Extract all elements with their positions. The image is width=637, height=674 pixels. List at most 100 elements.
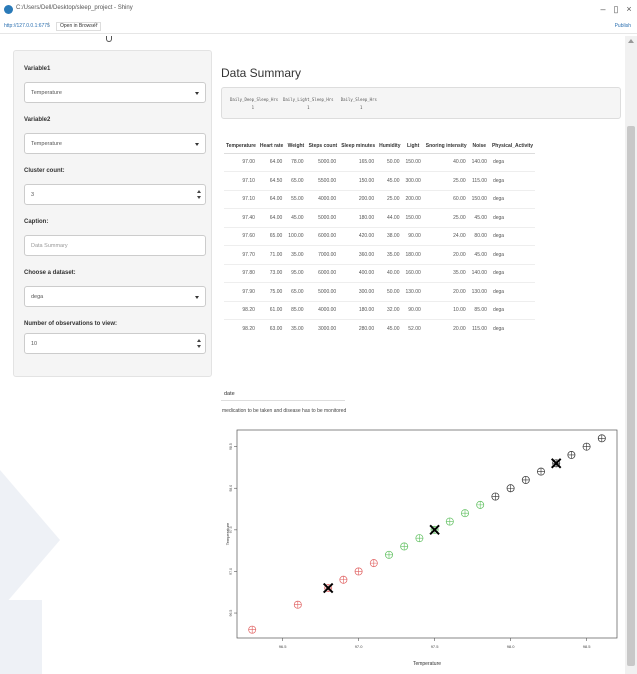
number-stepper-icon[interactable] bbox=[197, 339, 201, 349]
data-point bbox=[506, 484, 515, 493]
data-point bbox=[537, 467, 545, 476]
minimize-button[interactable]: – bbox=[600, 4, 606, 14]
table-cell: 98.20 bbox=[224, 319, 258, 338]
table-cell: 5500.00 bbox=[306, 171, 340, 190]
table-cell: 64.00 bbox=[257, 152, 286, 172]
table-cell: 38.00 bbox=[377, 226, 403, 246]
table-cell: 97.40 bbox=[224, 208, 258, 227]
column-header: Steps count bbox=[306, 139, 340, 154]
table-cell: 280.00 bbox=[339, 319, 378, 338]
refresh-icon[interactable]: ⟳ bbox=[94, 22, 99, 28]
y-tick-label: 97.5 bbox=[229, 526, 233, 533]
table-cell: dega bbox=[489, 245, 536, 264]
table-cell: 44.00 bbox=[377, 208, 403, 227]
data-point bbox=[567, 451, 576, 459]
table-cell: 35.00 bbox=[423, 263, 469, 283]
variable2-value: Temperature bbox=[31, 141, 62, 147]
table-cell: 95.00 bbox=[285, 263, 307, 283]
table-cell: 150.00 bbox=[468, 189, 490, 209]
cluster-center-mark bbox=[322, 582, 334, 594]
table-cell: 180.00 bbox=[402, 245, 424, 264]
scroll-up-icon[interactable] bbox=[628, 39, 634, 43]
variable2-select[interactable]: Temperature bbox=[24, 133, 206, 154]
observations-input[interactable]: 10 bbox=[24, 333, 206, 354]
publish-button[interactable]: Publish bbox=[614, 23, 631, 29]
table-cell: 80.00 bbox=[468, 226, 490, 246]
variable1-select[interactable]: Temperature bbox=[24, 82, 206, 103]
table-cell: 45.00 bbox=[468, 245, 490, 264]
table-cell: 6000.00 bbox=[306, 263, 340, 283]
table-cell: 5000.00 bbox=[306, 282, 340, 301]
table-cell: 98.20 bbox=[224, 300, 258, 320]
x-tick-label: 98.0 bbox=[507, 644, 516, 649]
cluster-center-mark bbox=[550, 458, 562, 469]
table-cell: dega bbox=[489, 263, 536, 283]
table-cell: 61.00 bbox=[257, 300, 286, 320]
x-tick-label: 97.0 bbox=[355, 644, 364, 649]
table-cell: 130.00 bbox=[468, 282, 490, 301]
table-cell: 360.00 bbox=[339, 245, 378, 264]
variable1-label: Variable1 bbox=[24, 66, 51, 72]
table-cell: 115.00 bbox=[468, 171, 490, 190]
table-cell: dega bbox=[489, 300, 536, 320]
y-tick-label: 97.0 bbox=[229, 568, 233, 575]
watermark-shape bbox=[0, 600, 42, 674]
summary-line: Daily_Deep_Sleep_Hrs Daily_Light_Sleep_H… bbox=[230, 97, 377, 102]
window-title: C:/Users/Dell/Desktop/sleep_project - Sh… bbox=[16, 5, 133, 11]
table-cell: 78.00 bbox=[285, 152, 307, 172]
scrollbar-thumb[interactable] bbox=[627, 126, 635, 666]
data-table: Temperature Heart rate Weight Steps count Sl… bbox=[224, 139, 536, 338]
table-cell: 7000.00 bbox=[306, 245, 340, 264]
table-row: 98.20 63.00 35.00 3000.00 280.00 45.00 52.00 20… bbox=[224, 319, 536, 338]
open-in-browser-button[interactable]: Open in Browser bbox=[56, 22, 102, 31]
sidebar-panel: Variable1 Temperature Variable2 Temperat… bbox=[13, 50, 212, 377]
table-cell: 3000.00 bbox=[306, 319, 340, 338]
y-tick-label: 98.0 bbox=[229, 485, 233, 492]
table-cell: dega bbox=[489, 189, 536, 209]
table-row: 97.70 71.00 35.00 7000.00 360.00 35.00 180.00 2… bbox=[224, 245, 536, 264]
dataset-value: dega bbox=[31, 294, 44, 300]
close-button[interactable]: × bbox=[626, 4, 632, 14]
number-stepper-icon[interactable] bbox=[197, 190, 201, 200]
table-cell: 63.00 bbox=[257, 319, 286, 338]
data-point bbox=[400, 542, 409, 551]
table-cell: 150.00 bbox=[402, 152, 424, 172]
table-row: 97.90 75.00 65.00 5000.00 300.00 50.00 130.00 2… bbox=[224, 282, 536, 301]
cluster-count-input[interactable]: 3 bbox=[24, 184, 206, 205]
data-point bbox=[476, 500, 485, 509]
table-cell: 90.00 bbox=[402, 226, 424, 246]
table-cell: 300.00 bbox=[402, 171, 424, 190]
dataset-select[interactable]: dega bbox=[24, 286, 206, 307]
table-cell: 165.00 bbox=[339, 152, 378, 172]
table-cell: 97.10 bbox=[224, 189, 258, 209]
column-header: Light bbox=[402, 139, 424, 154]
table-cell: 20.00 bbox=[423, 319, 469, 338]
restore-button[interactable]: ▯ bbox=[613, 4, 619, 14]
table-cell: 400.00 bbox=[339, 263, 378, 283]
plot-axes: 96.5 97.0 97.5 98.0 98.5 96.5 97.0 97.5 98.0 98.5 bbox=[229, 443, 591, 649]
window-titlebar: C:/Users/Dell/Desktop/sleep_project - Sh… bbox=[0, 0, 637, 20]
table-row: 97.80 73.00 95.00 6000.00 400.00 40.00 160.00 3… bbox=[224, 263, 536, 283]
address-separator: | bbox=[48, 22, 50, 28]
y-tick-label: 96.5 bbox=[229, 610, 233, 617]
app-url[interactable]: http://127.0.0.1:6775 bbox=[4, 23, 50, 29]
column-header: Heart rate bbox=[257, 139, 286, 154]
app-icon bbox=[4, 5, 13, 14]
table-cell: 4000.00 bbox=[306, 189, 340, 209]
table-cell: 35.00 bbox=[285, 245, 307, 264]
table-row: 97.00 64.00 78.00 5000.00 165.00 50.00 150.00 4… bbox=[224, 152, 536, 172]
caption-placeholder: Data Summary bbox=[31, 243, 68, 249]
table-cell: 35.00 bbox=[377, 245, 403, 264]
observations-value: 10 bbox=[31, 341, 38, 347]
table-cell: 180.00 bbox=[339, 300, 378, 320]
caption-input[interactable]: Data Summary bbox=[24, 235, 206, 256]
date-label: date bbox=[224, 391, 235, 397]
medication-note: medication to be taken and disease has t… bbox=[222, 408, 347, 414]
table-row: 98.20 61.00 85.00 4000.00 180.00 32.00 90.00 10… bbox=[224, 300, 536, 320]
table-cell: 45.00 bbox=[285, 208, 307, 227]
table-cell: 300.00 bbox=[339, 282, 378, 301]
table-cell: 85.00 bbox=[285, 300, 307, 320]
y-tick-label: 98.5 bbox=[229, 443, 233, 450]
vertical-scrollbar[interactable] bbox=[625, 36, 637, 674]
table-cell: 73.00 bbox=[257, 263, 286, 283]
